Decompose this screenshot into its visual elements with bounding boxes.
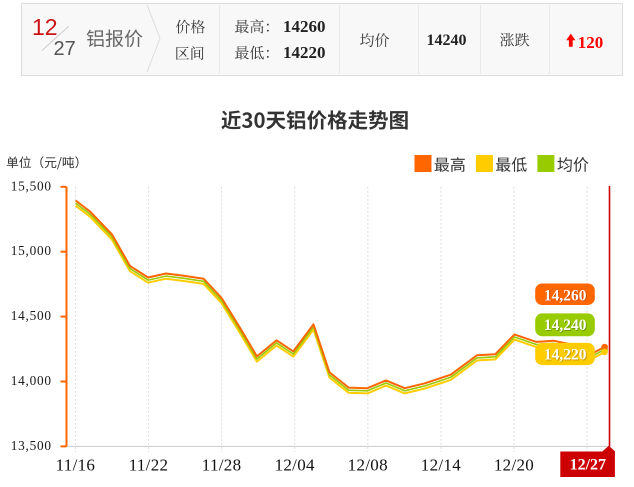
svg-text:12/27: 12/27 bbox=[570, 456, 606, 473]
svg-text:14,260: 14,260 bbox=[545, 288, 588, 305]
svg-text:12/14: 12/14 bbox=[421, 456, 461, 475]
svg-text:14,260: 14,260 bbox=[544, 287, 587, 304]
svg-text:15,000: 15,000 bbox=[11, 243, 52, 258]
svg-text:14,220: 14,220 bbox=[544, 347, 587, 364]
svg-text:14,240: 14,240 bbox=[545, 318, 588, 335]
svg-text:11/28: 11/28 bbox=[202, 456, 242, 475]
svg-text:13,500: 13,500 bbox=[11, 438, 52, 453]
svg-text:12/20: 12/20 bbox=[494, 456, 534, 475]
svg-text:14,500: 14,500 bbox=[11, 308, 52, 323]
svg-text:15,500: 15,500 bbox=[11, 178, 52, 193]
svg-text:11/16: 11/16 bbox=[56, 456, 96, 475]
svg-text:12/04: 12/04 bbox=[275, 456, 315, 475]
svg-text:14,000: 14,000 bbox=[11, 373, 52, 388]
svg-text:14,240: 14,240 bbox=[544, 317, 587, 334]
svg-text:11/22: 11/22 bbox=[129, 456, 169, 475]
svg-text:12/08: 12/08 bbox=[348, 456, 388, 475]
svg-text:14,220: 14,220 bbox=[545, 348, 588, 365]
